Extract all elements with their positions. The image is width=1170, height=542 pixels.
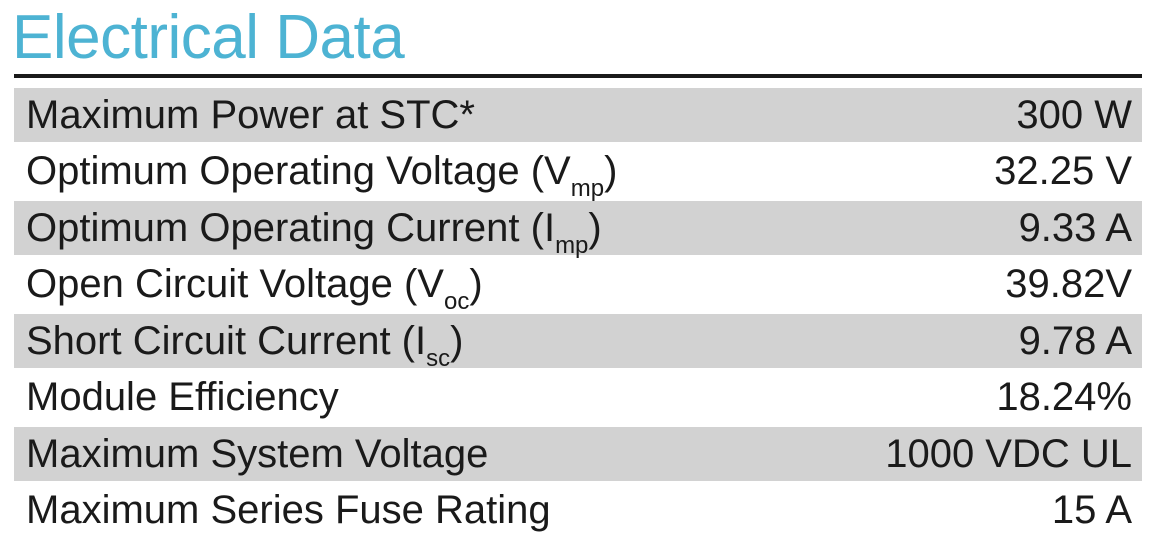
row-value: 9.33 A: [1018, 205, 1132, 250]
row-value: 9.78 A: [1018, 318, 1132, 363]
row-label: Short Circuit Current (Isc): [26, 318, 464, 372]
table-row: Open Circuit Voltage (Voc) 39.82V: [14, 258, 1142, 315]
row-label: Maximum Power at STC*: [26, 92, 475, 137]
row-value: 1000 VDC UL: [885, 431, 1132, 476]
row-label: Maximum Series Fuse Rating: [26, 488, 551, 532]
row-label: Maximum System Voltage: [26, 431, 489, 476]
table-row: Optimum Operating Voltage (Vmp) 32.25 V: [14, 145, 1142, 202]
row-label: Open Circuit Voltage (Voc): [26, 262, 483, 315]
table-row: Module Efficiency 18.24%: [14, 371, 1142, 425]
row-value: 32.25 V: [994, 149, 1132, 193]
row-label: Optimum Operating Voltage (Vmp): [26, 149, 618, 202]
row-value: 15 A: [1051, 488, 1132, 532]
table-row: Optimum Operating Current (Imp) 9.33 A: [14, 201, 1142, 259]
table-row: Short Circuit Current (Isc) 9.78 A: [14, 314, 1142, 372]
row-label: Module Efficiency: [26, 375, 339, 419]
row-label: Optimum Operating Current (Imp): [26, 205, 602, 259]
row-value: 18.24%: [996, 375, 1132, 419]
section-title: Electrical Data: [12, 3, 405, 72]
table-row: Maximum System Voltage 1000 VDC UL: [14, 427, 1142, 481]
table-row: Maximum Power at STC* 300 W: [14, 88, 1142, 142]
table-row: Maximum Series Fuse Rating 15 A: [14, 484, 1142, 538]
row-value: 300 W: [1016, 92, 1132, 137]
electrical-data-table: Maximum Power at STC* 300 W Optimum Oper…: [14, 88, 1142, 540]
title-divider: [14, 74, 1142, 78]
row-value: 39.82V: [1005, 262, 1132, 306]
